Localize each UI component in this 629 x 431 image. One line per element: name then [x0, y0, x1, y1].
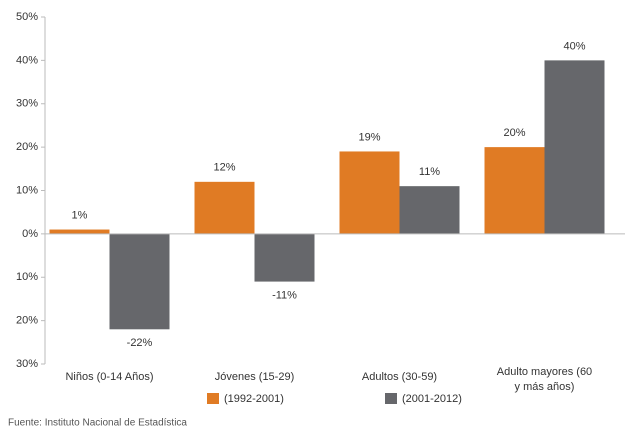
data-label: 20% [503, 127, 525, 139]
y-tick-label: 30% [16, 358, 38, 370]
x-tick-label: Adultos (30-59) [361, 371, 438, 383]
bar [484, 147, 545, 234]
y-tick-label: 30% [16, 98, 38, 110]
y-tick-label: 40% [16, 54, 38, 66]
data-label: 11% [419, 166, 440, 178]
data-label: 12% [213, 162, 235, 174]
source: Fuente: Instituto Nacional de Estadístic… [8, 418, 187, 429]
x-tick-label: Jóvenes (15-29) [214, 371, 295, 383]
legend-swatch [207, 393, 219, 404]
bar [544, 60, 605, 234]
bar [399, 186, 460, 234]
bar [339, 151, 400, 234]
y-tick-label: 20% [16, 315, 38, 327]
bar [49, 229, 110, 234]
y-tick-label: 10% [16, 271, 38, 283]
bar [109, 233, 170, 330]
data-label: 1% [72, 209, 88, 221]
legend-label: (1992-2001) [224, 393, 284, 405]
y-tick-label: 0% [22, 228, 38, 240]
bar [194, 181, 255, 234]
y-tick-label: 10% [16, 184, 38, 196]
y-tick-label: 50% [16, 11, 38, 23]
bar [254, 233, 315, 282]
x-tick-label: Niños (0-14 Años) [65, 371, 154, 383]
data-label: 19% [358, 131, 380, 143]
data-label: -22% [127, 337, 153, 349]
legend-label: (2001-2012) [402, 393, 462, 405]
legend-swatch [385, 393, 397, 404]
data-label: -11% [272, 289, 297, 301]
data-label: 40% [563, 40, 585, 52]
y-tick-label: 20% [16, 141, 38, 153]
x-tick-label: Adulto mayores (60 y más años) [496, 366, 593, 393]
